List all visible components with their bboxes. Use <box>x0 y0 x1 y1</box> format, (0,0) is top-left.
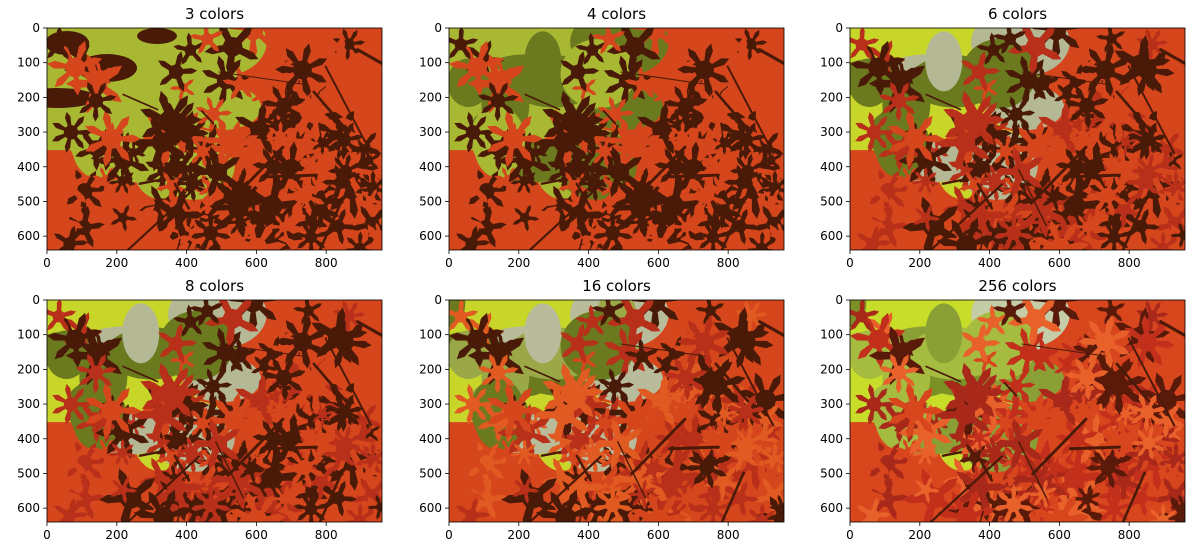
quantized-image <box>449 300 784 522</box>
x-tick-label: 200 <box>507 256 530 270</box>
y-tick-label: 200 <box>419 362 442 376</box>
panel-1: 3 colors 0 200 400 600 800 0 100 200 300 400 500 600 <box>17 5 383 270</box>
y-tick-label: 200 <box>820 362 843 376</box>
panel-title: 4 colors <box>587 5 646 23</box>
y-tick-label: 600 <box>820 229 843 243</box>
y-tick-label: 600 <box>820 501 843 515</box>
axes-frame <box>849 27 1186 251</box>
y-tick-label: 200 <box>419 90 442 104</box>
y-tick-label: 500 <box>419 466 442 480</box>
y-tick-label: 300 <box>17 125 40 139</box>
y-tick-label: 100 <box>17 328 40 342</box>
quantized-image <box>850 28 1185 250</box>
quantized-image <box>850 300 1185 522</box>
x-tick-label: 400 <box>175 256 198 270</box>
x-tick-label: 400 <box>577 256 600 270</box>
y-tick-label: 100 <box>419 328 442 342</box>
y-tick-label: 600 <box>17 501 40 515</box>
y-tick-label: 100 <box>820 56 843 70</box>
axes-frame <box>448 27 785 251</box>
quantized-image <box>47 28 382 250</box>
y-tick-label: 200 <box>17 362 40 376</box>
x-tick-label: 400 <box>978 256 1001 270</box>
axes-frame <box>46 299 383 523</box>
x-tick-label: 400 <box>577 528 600 542</box>
y-tick-label: 400 <box>17 160 40 174</box>
panel-title: 8 colors <box>185 277 244 295</box>
y-tick-label: 400 <box>419 432 442 446</box>
panel-title: 6 colors <box>988 5 1047 23</box>
y-tick-label: 300 <box>419 397 442 411</box>
x-tick-label: 800 <box>1118 256 1141 270</box>
x-tick-label: 200 <box>105 528 128 542</box>
y-tick-label: 0 <box>835 21 843 35</box>
y-tick-label: 600 <box>17 229 40 243</box>
y-tick-label: 400 <box>820 160 843 174</box>
x-tick-label: 200 <box>908 528 931 542</box>
y-tick-label: 200 <box>820 90 843 104</box>
y-tick-label: 0 <box>32 293 40 307</box>
panel-2: 4 colors 0 200 400 600 800 0 100 200 300 400 500 600 <box>419 5 785 270</box>
y-tick-label: 300 <box>419 125 442 139</box>
y-tick-label: 600 <box>419 229 442 243</box>
y-tick-label: 400 <box>419 160 442 174</box>
y-tick-label: 0 <box>434 293 442 307</box>
x-tick-label: 600 <box>1048 528 1071 542</box>
panel-5: 16 colors 0 200 400 600 800 0 100 200 300 400 500 60… <box>419 277 785 542</box>
x-tick-label: 800 <box>1118 528 1141 542</box>
x-tick-label: 600 <box>245 528 268 542</box>
y-tick-label: 300 <box>820 125 843 139</box>
x-tick-label: 800 <box>315 528 338 542</box>
x-tick-label: 200 <box>908 256 931 270</box>
y-tick-label: 100 <box>820 328 843 342</box>
y-tick-label: 600 <box>419 501 442 515</box>
x-tick-label: 0 <box>846 528 854 542</box>
y-tick-label: 200 <box>17 90 40 104</box>
x-tick-label: 400 <box>978 528 1001 542</box>
y-tick-label: 300 <box>17 397 40 411</box>
panel-title: 3 colors <box>185 5 244 23</box>
x-tick-label: 0 <box>445 528 453 542</box>
x-tick-label: 600 <box>1048 256 1071 270</box>
x-tick-label: 200 <box>105 256 128 270</box>
panel-4: 8 colors 0 200 400 600 800 0 100 200 300 400 500 600 <box>17 277 383 542</box>
y-tick-label: 500 <box>17 466 40 480</box>
x-tick-label: 0 <box>846 256 854 270</box>
x-tick-label: 800 <box>315 256 338 270</box>
quantized-image <box>47 300 382 522</box>
panel-3: 6 colors 0 200 400 600 800 0 100 200 300 400 500 600 <box>820 5 1186 270</box>
axes-frame <box>46 27 383 251</box>
panel-title: 256 colors <box>978 277 1056 295</box>
axes-frame <box>448 299 785 523</box>
y-tick-label: 500 <box>419 194 442 208</box>
y-tick-label: 300 <box>820 397 843 411</box>
x-tick-label: 600 <box>647 528 670 542</box>
y-tick-label: 0 <box>835 293 843 307</box>
y-tick-label: 100 <box>17 56 40 70</box>
y-tick-label: 100 <box>419 56 442 70</box>
x-tick-label: 800 <box>717 256 740 270</box>
quantized-image <box>449 28 784 250</box>
y-tick-label: 0 <box>434 21 442 35</box>
panel-title: 16 colors <box>582 277 651 295</box>
x-tick-label: 0 <box>445 256 453 270</box>
x-tick-label: 800 <box>717 528 740 542</box>
y-tick-label: 400 <box>820 432 843 446</box>
x-tick-label: 400 <box>175 528 198 542</box>
x-tick-label: 600 <box>647 256 670 270</box>
x-tick-label: 600 <box>245 256 268 270</box>
x-tick-label: 0 <box>43 528 51 542</box>
y-tick-label: 0 <box>32 21 40 35</box>
y-tick-label: 400 <box>17 432 40 446</box>
y-tick-label: 500 <box>820 466 843 480</box>
y-tick-label: 500 <box>17 194 40 208</box>
panel-6: 256 colors 0 200 400 600 800 0 100 200 300 400 500 6… <box>820 277 1186 542</box>
x-tick-label: 200 <box>507 528 530 542</box>
x-tick-label: 0 <box>43 256 51 270</box>
y-tick-label: 500 <box>820 194 843 208</box>
axes-frame <box>849 299 1186 523</box>
